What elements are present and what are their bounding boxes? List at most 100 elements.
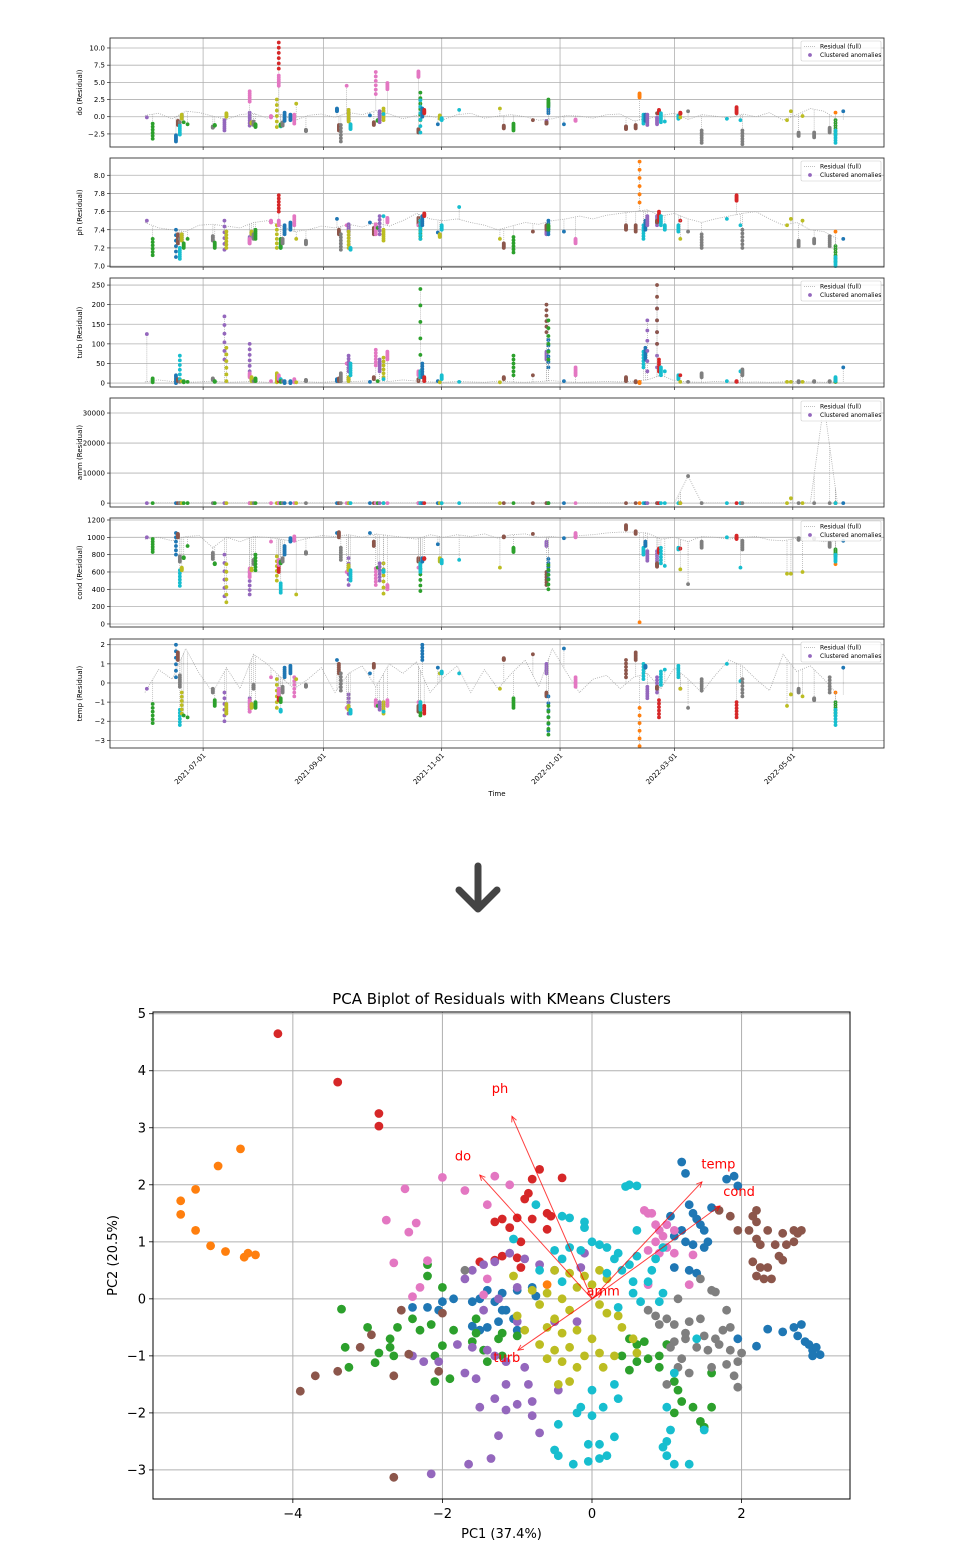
- anomaly-point-cluster-5: [633, 223, 638, 228]
- cluster-point: [684, 1280, 694, 1289]
- plot-area: [110, 158, 884, 267]
- anomaly-point-cluster-3: [422, 501, 427, 505]
- anomaly-point-cluster-7: [304, 238, 308, 243]
- cluster-point: [595, 1454, 604, 1463]
- anomaly-point-cluster-4: [377, 357, 382, 362]
- anomaly-point-cluster-6: [373, 360, 378, 365]
- anomaly-point-cluster-8: [346, 232, 351, 237]
- cluster-point: [404, 1349, 414, 1359]
- anomaly-point-cluster-8: [274, 705, 279, 710]
- cluster-point: [755, 1240, 765, 1250]
- anomaly-point-cluster-3: [734, 193, 739, 198]
- cluster-point: [535, 1165, 544, 1174]
- anomaly-point-cluster-0: [282, 501, 287, 505]
- anomaly-point-cluster-0: [420, 658, 425, 662]
- anomaly-point-cluster-7: [338, 232, 343, 237]
- cluster-point: [426, 1469, 436, 1479]
- anomaly-point-cluster-2: [418, 90, 423, 95]
- anomaly-point-cluster-8: [346, 242, 351, 247]
- cluster-point: [632, 1226, 642, 1235]
- anomaly-point-cluster-3: [734, 712, 739, 717]
- anomaly-point-cluster-2: [150, 243, 155, 248]
- cluster-point: [535, 1300, 544, 1309]
- cluster-point: [404, 1227, 414, 1237]
- y-axis-label: temp (Residual): [76, 665, 84, 721]
- anomaly-point-cluster-8: [381, 591, 386, 596]
- anomaly-point-cluster-8: [224, 242, 229, 247]
- anomaly-point-cluster-7: [699, 240, 704, 245]
- cluster-point: [460, 1368, 470, 1378]
- cluster-point: [572, 1325, 582, 1335]
- anomaly-point-cluster-4: [144, 115, 149, 120]
- anomaly-point-cluster-0: [282, 379, 287, 384]
- anomaly-point-cluster-7: [280, 236, 285, 241]
- anomaly-point-cluster-8: [498, 501, 502, 505]
- cluster-point: [176, 1196, 186, 1206]
- cluster-point: [610, 1432, 619, 1442]
- cluster-point: [782, 1240, 791, 1250]
- anomaly-point-cluster-3: [734, 379, 739, 384]
- anomaly-point-cluster-2: [181, 501, 186, 505]
- anomaly-point-cluster-8: [224, 111, 229, 116]
- cluster-point: [684, 1200, 694, 1210]
- anomaly-point-cluster-8: [179, 112, 184, 117]
- loading-vector-do: do: [455, 1150, 593, 1300]
- cluster-point: [583, 1457, 593, 1466]
- anomaly-point-cluster-4: [247, 592, 252, 597]
- anomaly-point-cluster-2: [185, 380, 190, 384]
- anomaly-point-cluster-0: [562, 379, 566, 384]
- anomaly-point-cluster-5: [416, 556, 421, 561]
- cluster-point: [512, 1253, 522, 1263]
- anomaly-point-cluster-6: [573, 675, 578, 680]
- anomaly-point-cluster-2: [150, 547, 155, 552]
- cluster-point: [438, 1308, 447, 1318]
- anomaly-point-cluster-8: [678, 380, 683, 384]
- anomaly-point-cluster-4: [655, 675, 659, 680]
- anomaly-point-cluster-7: [699, 232, 704, 237]
- anomaly-point-cluster-5: [416, 216, 421, 220]
- anomaly-point-cluster-6: [373, 92, 378, 96]
- anomaly-point-cluster-8: [179, 694, 184, 699]
- anomaly-point-cluster-5: [530, 229, 535, 234]
- anomaly-point-cluster-0: [841, 665, 846, 670]
- cluster-point: [370, 1358, 380, 1368]
- cluster-point: [415, 1283, 425, 1292]
- anomaly-point-cluster-8: [498, 236, 502, 241]
- anomaly-point-cluster-7: [304, 378, 308, 382]
- anomaly-point-cluster-7: [699, 237, 704, 242]
- anomaly-point-cluster-1: [637, 713, 642, 718]
- cluster-point: [654, 1320, 664, 1329]
- anomaly-point-cluster-0: [420, 652, 425, 656]
- anomaly-point-cluster-4: [346, 696, 351, 701]
- anomaly-point-cluster-4: [544, 661, 549, 666]
- anomaly-point-cluster-8: [224, 352, 229, 357]
- anomaly-point-cluster-0: [288, 220, 293, 225]
- anomaly-point-cluster-2: [150, 721, 155, 726]
- anomaly-point-cluster-2: [253, 376, 258, 381]
- anomaly-point-cluster-9: [348, 361, 353, 366]
- anomaly-point-cluster-2: [546, 318, 551, 323]
- cluster-point: [565, 1377, 574, 1386]
- legend-box: [800, 280, 882, 302]
- anomaly-point-cluster-2: [511, 361, 516, 366]
- plot-frame: [109, 397, 885, 508]
- anomaly-point-cluster-6: [573, 531, 578, 535]
- legend: Residual (full)Clustered anomalies: [800, 40, 881, 62]
- cluster-point: [613, 1311, 623, 1321]
- loading-arrow: [517, 1298, 593, 1351]
- cluster-point: [811, 1342, 821, 1352]
- cluster-point: [524, 1380, 533, 1389]
- anomaly-point-cluster-6: [373, 354, 378, 358]
- cluster-point: [550, 1314, 559, 1324]
- anomaly-point-cluster-5: [624, 675, 628, 680]
- legend-residual-label: Residual (full): [820, 44, 861, 51]
- cluster-point: [535, 1340, 544, 1349]
- anomaly-point-cluster-3: [734, 715, 739, 720]
- anomaly-point-cluster-7: [338, 674, 343, 679]
- loading-arrowhead: [517, 1344, 524, 1351]
- anomaly-point-cluster-8: [381, 700, 386, 705]
- cluster-point: [337, 1304, 346, 1314]
- anomaly-point-cluster-6: [385, 583, 390, 587]
- anomaly-point-cluster-8: [381, 585, 386, 590]
- anomaly-point-cluster-0: [174, 548, 178, 553]
